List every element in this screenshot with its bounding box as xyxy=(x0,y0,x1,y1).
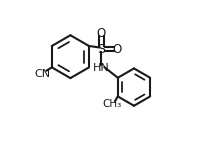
Text: CH₃: CH₃ xyxy=(101,99,121,109)
Text: CN: CN xyxy=(34,69,50,79)
Text: O: O xyxy=(96,27,106,40)
Text: O: O xyxy=(112,43,121,56)
Text: S: S xyxy=(97,43,105,56)
Text: HN: HN xyxy=(93,63,109,73)
